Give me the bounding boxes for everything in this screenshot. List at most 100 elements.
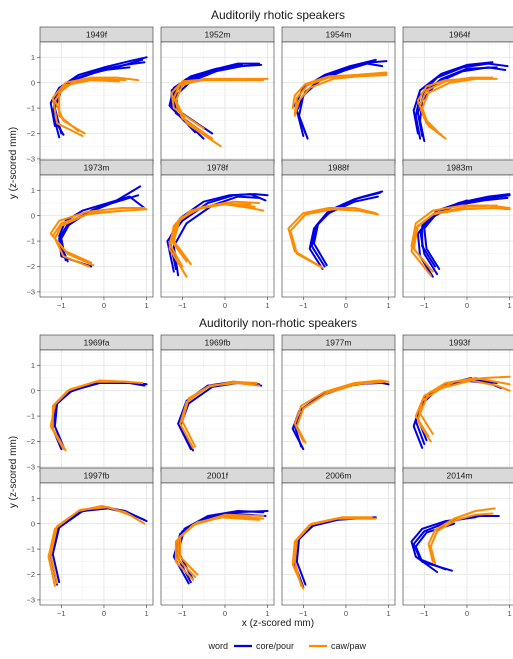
non-rhotic-section-title: Auditorily non-rhotic speakers — [199, 316, 357, 330]
x-tick-label: 0 — [465, 301, 469, 310]
contour-caw-paw — [410, 204, 511, 268]
panel-border — [281, 482, 396, 606]
panel-border — [281, 174, 396, 298]
y-axis-label-bottom: y (z-scored mm) — [8, 436, 19, 508]
x-tick-label: 0 — [223, 301, 227, 310]
legend: word core/pour caw/paw — [207, 641, 366, 651]
contour-caw-paw — [51, 208, 148, 264]
contour-caw-paw — [53, 209, 122, 268]
contour-caw-paw — [293, 516, 373, 587]
contour-caw-paw — [291, 72, 388, 110]
y-tick-label: −2 — [26, 570, 35, 579]
x-tick-label: −1 — [420, 301, 429, 310]
x-tick-label: 0 — [102, 609, 106, 618]
contour-caw-paw — [293, 74, 388, 117]
panel-strip-label: 1969fb — [205, 338, 231, 348]
y-tick-label: −1 — [26, 237, 35, 246]
panel-1988f: 1988f −1 0 1 — [281, 159, 396, 310]
y-tick-label: 1 — [31, 186, 35, 195]
contour-caw-paw — [51, 76, 140, 137]
y-tick-label: 0 — [31, 211, 35, 220]
panel-background — [40, 483, 153, 605]
x-tick-label: 1 — [508, 609, 512, 618]
panel-1978f: 1978f −1 0 1 — [160, 159, 275, 310]
x-axis-label: x (z-scored mm) — [242, 618, 314, 629]
panel-2006m: 2006m −1 0 1 — [281, 467, 396, 618]
contour-core-pour — [58, 195, 146, 258]
panel-border — [39, 482, 154, 606]
rhotic-section-title: Auditorily rhotic speakers — [211, 8, 345, 22]
panel-1973m: 1973m −3 −2 −1 0 1 −1 0 1 — [26, 159, 154, 310]
x-tick-label: 1 — [145, 609, 149, 618]
y-tick-label: −2 — [26, 437, 35, 446]
contour-caw-paw — [416, 77, 473, 132]
y-tick-label: −1 — [26, 104, 35, 113]
panel-strip-label: 2014m — [447, 471, 473, 481]
contour-caw-paw — [419, 375, 511, 435]
y-tick-label: −2 — [26, 262, 35, 271]
panel-border — [160, 174, 275, 298]
y-tick-label: −1 — [26, 545, 35, 554]
x-tick-label: 1 — [266, 301, 270, 310]
contour-caw-paw — [421, 77, 498, 140]
contour-caw-paw — [53, 79, 120, 135]
panel-1969fa: 1969fa−3−2−101−101 — [26, 334, 154, 485]
panel-2001f: 2001f −1 0 1 — [160, 467, 275, 618]
contour-caw-paw — [287, 207, 377, 268]
x-tick-label: 1 — [387, 609, 391, 618]
panel-strip-label: 2006m — [326, 471, 352, 481]
panel-strip-label: 1983m — [447, 163, 473, 173]
contour-caw-paw — [179, 515, 265, 576]
contour-core-pour — [313, 190, 384, 267]
x-tick-label: 1 — [387, 301, 391, 310]
panel-strip-label: 1949f — [86, 30, 108, 40]
panel-1997fb: 1997fb −3 −2 −1 0 1 −1 0 1 — [26, 467, 154, 618]
contour-core-pour — [412, 61, 494, 135]
legend-label-caw-paw: caw/paw — [331, 641, 367, 651]
contour-core-pour — [49, 56, 148, 127]
contour-caw-paw — [427, 507, 496, 563]
panel-border — [402, 174, 513, 298]
contour-caw-paw — [289, 208, 379, 269]
panel-border — [402, 482, 513, 606]
panel-background — [161, 175, 274, 297]
contour-core-pour — [168, 193, 269, 270]
panel-1983m: 1983m −1 0 1 — [402, 159, 513, 310]
panel-1952m: 1952m−101 — [160, 26, 275, 177]
contour-caw-paw — [295, 380, 386, 444]
x-tick-label: 1 — [508, 301, 512, 310]
panel-1964f: 1964f−101 — [402, 26, 513, 177]
x-tick-label: 0 — [465, 609, 469, 618]
panel-background — [40, 350, 153, 472]
x-tick-label: 1 — [145, 301, 149, 310]
panel-1969fb: 1969fb−101 — [160, 334, 275, 485]
panel-1954m: 1954m−101 — [281, 26, 396, 177]
x-tick-label: −1 — [57, 609, 66, 618]
x-tick-label: −1 — [299, 609, 308, 618]
x-tick-label: 0 — [102, 301, 106, 310]
panel-strip-label: 1988f — [328, 163, 350, 173]
panel-background — [403, 483, 513, 605]
panel-strip-label: 1969fa — [84, 338, 110, 348]
panel-strip-label: 1954m — [326, 30, 352, 40]
contour-caw-paw — [179, 380, 258, 449]
panel-background — [282, 175, 395, 297]
y-tick-label: 1 — [31, 361, 35, 370]
panel-background — [161, 350, 274, 472]
panel-strip-label: 1997fb — [84, 471, 110, 481]
y-tick-label: 0 — [31, 78, 35, 87]
y-axis-label-top: y (z-scored mm) — [8, 127, 19, 199]
panel-background — [282, 350, 395, 472]
y-tick-label: −3 — [26, 288, 35, 297]
contour-caw-paw — [49, 207, 146, 267]
x-tick-label: −1 — [299, 301, 308, 310]
panel-2014m: 2014m −1 0 1 — [402, 467, 513, 618]
panel-1977m: 1977m−101 — [281, 334, 396, 485]
x-tick-label: 0 — [344, 301, 348, 310]
y-tick-label: 1 — [31, 53, 35, 62]
y-tick-label: −1 — [26, 412, 35, 421]
x-tick-label: −1 — [57, 301, 66, 310]
x-tick-label: −1 — [178, 609, 187, 618]
panel-strip-label: 1964f — [449, 30, 471, 40]
